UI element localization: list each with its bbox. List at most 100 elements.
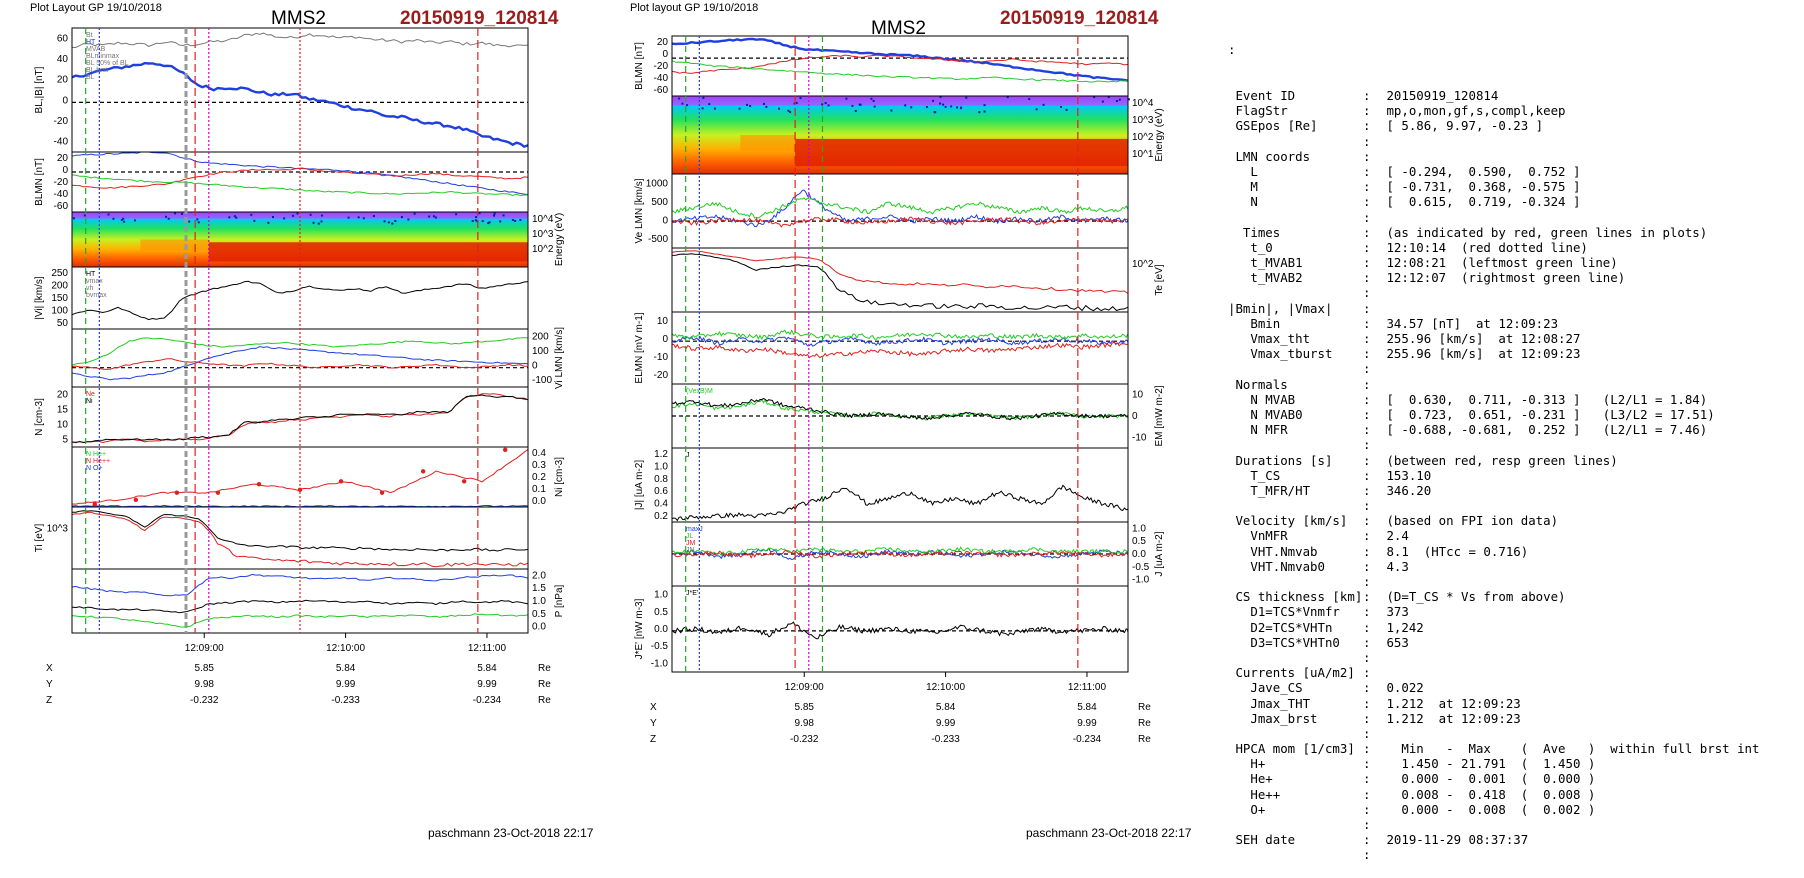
right-axis-label: EM [mW m-2] <box>1154 385 1165 446</box>
summary-colon: : <box>1363 801 1371 817</box>
summary-colon: : <box>1363 649 1371 665</box>
spectrogram-speckle <box>250 213 253 216</box>
right-tick-label: -0.5 <box>1132 562 1150 573</box>
spectrogram-speckle <box>854 109 857 112</box>
spectrogram-speckle <box>167 217 170 220</box>
summary-colon: : <box>1363 133 1371 149</box>
summary-value: 12:08:21 (leftmost green line) <box>1379 255 1618 271</box>
summary-row: : <box>1228 285 1798 300</box>
summary-colon: : <box>1363 498 1371 514</box>
ephemeris-value: 9.99 <box>936 718 956 729</box>
time-tick-label: 12:09:00 <box>785 682 824 693</box>
spectrogram-speckle <box>233 215 236 218</box>
spectrogram-speckle <box>474 219 477 222</box>
legend-entry: BLminmax <box>86 53 120 60</box>
summary-value: 0.008 - 0.418 ( 0.008 ) <box>1379 786 1596 802</box>
spectrogram-speckle <box>391 222 394 225</box>
spectrogram-speckle <box>283 217 286 220</box>
summary-value <box>1379 498 1386 513</box>
summary-key: T_MFR/HT <box>1228 482 1311 498</box>
ephemeris-value: 9.98 <box>795 718 815 729</box>
ephemeris-unit: Re <box>538 663 551 674</box>
spectrogram-speckle <box>934 111 937 114</box>
summary-value: [ -0.688, -0.681, 0.252 ] (L2/L1 = 7.46) <box>1379 422 1708 438</box>
mid-event-label: 20150919_120814 <box>1000 8 1159 29</box>
spectrogram-speckle <box>824 102 827 105</box>
summary-colon: : <box>1363 406 1371 422</box>
y-tick-label: -10 <box>654 352 669 363</box>
summary-value <box>1379 210 1386 225</box>
summary-value: 12:10:14 (red dotted line) <box>1379 239 1588 255</box>
legend-entry: J <box>686 452 690 459</box>
right-tick-label: 0.0 <box>1132 549 1146 560</box>
panel-5: 10 0 -10 (VexB)M EM [mW m-2] <box>671 383 1165 449</box>
spectrogram-speckle <box>765 105 768 108</box>
ephemeris-unit: Re <box>1138 734 1151 745</box>
panel-frame <box>671 35 1129 97</box>
spectrogram-speckle <box>514 219 517 222</box>
y-axis-label: ELMN [mV m-1] <box>634 312 645 383</box>
summary-key: Currents [uA/m2] <box>1228 665 1355 681</box>
spectrogram-speckle <box>228 216 231 219</box>
summary-value: (as indicated by red, green lines in plo… <box>1379 224 1708 240</box>
right-tick-label: 0.0 <box>532 496 546 507</box>
summary-row: VnMFR: 2.4 <box>1228 528 1798 543</box>
summary-value <box>1379 134 1386 149</box>
spectrogram-speckle <box>1065 108 1068 111</box>
right-tick-label: 10^3 <box>1132 115 1154 126</box>
y-tick-label: 0.4 <box>654 499 668 510</box>
y-tick-label: -20 <box>54 177 69 188</box>
spectrogram-speckle <box>174 212 177 215</box>
panel-frame <box>671 447 1129 523</box>
spectrogram-speckle <box>708 103 711 106</box>
right-tick-label: -1.0 <box>1132 575 1150 586</box>
summary-key: D2=TCS*VHTn <box>1228 619 1333 635</box>
ephemeris-unit: Re <box>1138 718 1151 729</box>
spectrogram-speckle <box>983 104 986 107</box>
summary-key: SEH date <box>1228 832 1296 848</box>
ephemeris-value: -0.234 <box>473 695 502 706</box>
right-tick-label: 10^1 <box>1132 149 1154 160</box>
summary-colon: : <box>1363 543 1371 559</box>
spectrogram-speckle <box>1093 96 1096 99</box>
summary-value: 373 <box>1379 604 1409 620</box>
summary-colon: : <box>1363 391 1371 407</box>
y-tick-label: 1.2 <box>654 449 668 460</box>
spectrogram-speckle <box>502 214 505 217</box>
summary-key: VHT.Nmvab0 <box>1228 558 1325 574</box>
summary-value <box>1379 301 1386 316</box>
y-tick-label: 200 <box>51 281 68 292</box>
summary-key: N <box>1228 194 1258 210</box>
spectrogram-speckle <box>821 103 824 106</box>
spectrogram-hot-core <box>795 138 1128 167</box>
series-JN <box>671 549 1129 559</box>
summary-value: 2019-11-29 08:37:37 <box>1379 832 1529 848</box>
summary-colon: : <box>1363 255 1371 271</box>
spectrogram-speckle <box>471 220 474 223</box>
summary-colon: : <box>1363 452 1371 468</box>
spectrogram-speckle <box>488 221 491 224</box>
right-tick-label: 1.0 <box>532 596 546 607</box>
summary-colon: : <box>1363 239 1371 255</box>
ephemeris-label: Z <box>650 734 656 745</box>
summary-colon: : <box>1363 194 1371 210</box>
summary-colon: : <box>1363 437 1371 453</box>
summary-value: [ 0.615, 0.719, -0.324 ] <box>1379 194 1581 210</box>
y-tick-label: 0 <box>662 334 668 345</box>
summary-value: 12:12:07 (rightmost green line) <box>1379 270 1626 286</box>
mid-footer: paschmann 23-Oct-2018 22:17 <box>1026 826 1192 840</box>
summary-colon: : <box>1363 817 1371 832</box>
summary-row: CS thickness [km]: (D=T_CS * Vs from abo… <box>1228 589 1798 604</box>
legend-entry: (VexB)M <box>686 388 713 395</box>
summary-key: N MFR <box>1228 422 1288 438</box>
summary-value: [ -0.294, 0.590, 0.752 ] <box>1379 163 1581 179</box>
summary-value: 346.20 <box>1379 482 1432 498</box>
spectrogram-speckle <box>702 96 705 99</box>
spectrogram-speckle <box>873 105 876 108</box>
time-tick-label: 12:10:00 <box>326 643 365 654</box>
spectrogram-speckle <box>701 107 704 110</box>
spectrogram-speckle <box>1107 96 1110 99</box>
summary-row: |Bmin|, |Vmax|: <box>1228 301 1798 316</box>
